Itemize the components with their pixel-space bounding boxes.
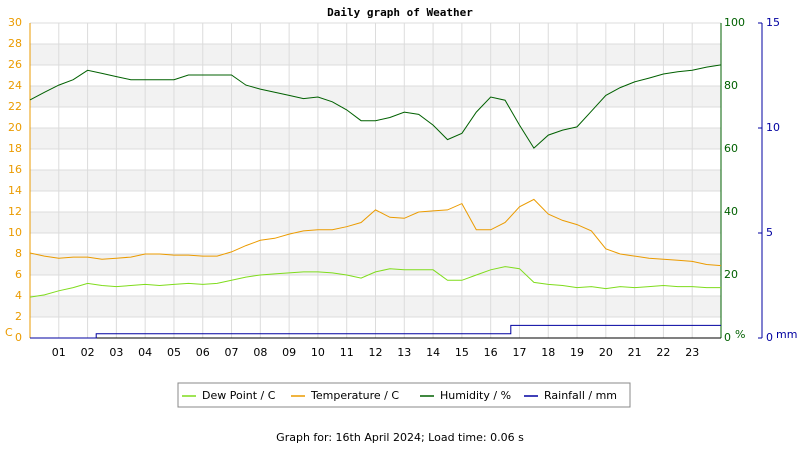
x-tick-label: 12 <box>369 346 383 359</box>
y-tick-label: 18 <box>8 142 22 155</box>
y3-tick-label: 5 <box>766 226 773 239</box>
y-tick-label: 6 <box>15 268 22 281</box>
legend-label: Rainfall / mm <box>544 389 617 402</box>
y-tick-label: 10 <box>8 226 22 239</box>
y2-tick-label: 0 <box>724 331 731 344</box>
y3-tick-label: 10 <box>766 121 780 134</box>
y2-tick-label: 40 <box>724 205 738 218</box>
y2-tick-label: 20 <box>724 268 738 281</box>
series-line <box>30 324 721 339</box>
x-tick-label: 13 <box>397 346 411 359</box>
x-tick-label: 05 <box>167 346 181 359</box>
legend-label: Temperature / C <box>310 389 399 402</box>
x-tick-label: 11 <box>340 346 354 359</box>
y-tick-label: 16 <box>8 163 22 176</box>
x-tick-label: 09 <box>282 346 296 359</box>
chart-title: Daily graph of Weather <box>327 6 473 19</box>
x-tick-label: 23 <box>685 346 699 359</box>
y-tick-label: 28 <box>8 37 22 50</box>
y3-tick-label: 0 <box>766 331 773 344</box>
y-tick-label: 2 <box>15 310 22 323</box>
x-tick-label: 21 <box>628 346 642 359</box>
x-tick-label: 15 <box>455 346 469 359</box>
y3-unit: mm <box>776 328 797 341</box>
y-tick-label: 22 <box>8 100 22 113</box>
x-tick-label: 19 <box>570 346 584 359</box>
y-unit: C <box>5 326 13 339</box>
legend-label: Humidity / % <box>440 389 511 402</box>
footer: Graph for: 16th April 2024; Load time: 0… <box>276 431 524 444</box>
x-tick-label: 22 <box>656 346 670 359</box>
y2-tick-label: 100 <box>724 16 745 29</box>
y-tick-label: 26 <box>8 58 22 71</box>
series-line <box>29 198 722 267</box>
x-tick-label: 14 <box>426 346 440 359</box>
y-tick-label: 30 <box>8 16 22 29</box>
series-line <box>29 64 722 149</box>
x-tick-label: 07 <box>225 346 239 359</box>
x-tick-label: 17 <box>512 346 526 359</box>
y2-tick-label: 80 <box>724 79 738 92</box>
x-tick-label: 03 <box>109 346 123 359</box>
y-tick-label: 24 <box>8 79 22 92</box>
x-tick-label: 16 <box>484 346 498 359</box>
y2-tick-label: 60 <box>724 142 738 155</box>
legend-label: Dew Point / C <box>202 389 276 402</box>
y-tick-label: 14 <box>8 184 22 197</box>
y-tick-label: 12 <box>8 205 22 218</box>
x-tick-label: 01 <box>52 346 66 359</box>
x-tick-label: 10 <box>311 346 325 359</box>
grid <box>30 22 721 339</box>
y-tick-label: 20 <box>8 121 22 134</box>
y-tick-label: 0 <box>15 331 22 344</box>
y-tick-label: 4 <box>15 289 22 302</box>
x-tick-label: 18 <box>541 346 555 359</box>
y2-unit: % <box>735 328 745 341</box>
x-tick-label: 08 <box>253 346 267 359</box>
x-tick-label: 20 <box>599 346 613 359</box>
x-tick-label: 06 <box>196 346 210 359</box>
y3-tick-label: 15 <box>766 16 780 29</box>
legend-box <box>177 382 631 408</box>
y-tick-label: 8 <box>15 247 22 260</box>
x-tick-label: 04 <box>138 346 152 359</box>
series-line <box>29 266 721 298</box>
x-tick-label: 02 <box>81 346 95 359</box>
